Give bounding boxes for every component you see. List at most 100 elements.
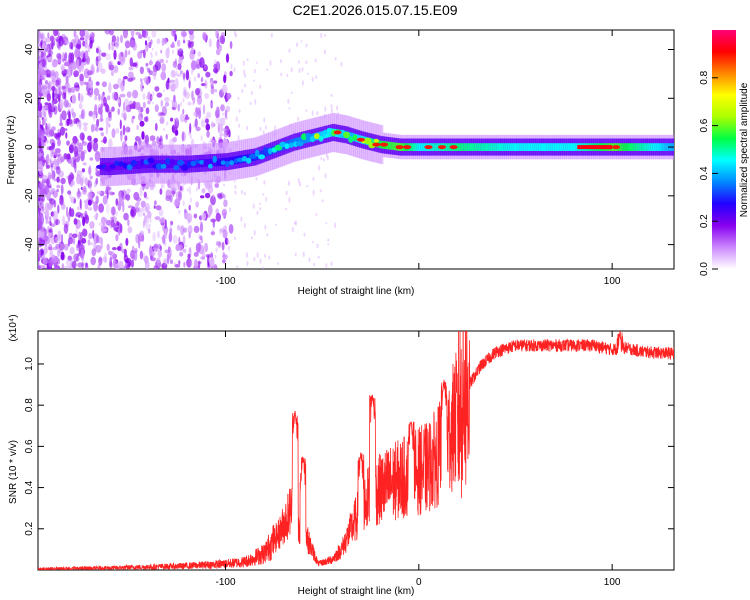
noise-blob [249,101,252,106]
noise-blob [141,30,146,38]
noise-blob [83,200,89,204]
noise-blob [143,116,148,122]
noise-blob [55,166,60,170]
noise-blob [108,111,112,118]
noise-blob [316,111,319,116]
ridge-blob [295,141,304,147]
noise-blob [151,69,157,77]
noise-blob [59,194,64,205]
noise-blob [55,243,61,249]
noise-blob [165,192,168,195]
noise-blob [87,79,94,89]
noise-blob [303,232,306,237]
ridge-core [569,143,573,151]
noise-blob [108,42,111,51]
noise-blob [151,251,156,256]
noise-blob [262,130,265,135]
noise-blob [223,194,226,199]
noise-blob [235,33,238,38]
noise-blob [254,98,257,105]
noise-blob [198,260,201,269]
noise-blob [38,212,40,218]
ridge-core [540,143,544,151]
noise-blob [288,196,291,203]
noise-blob [151,30,157,38]
noise-blob [45,154,50,165]
noise-blob [93,242,97,251]
noise-blob [161,105,167,117]
colorbar-gradient [712,30,736,269]
noise-blob [38,228,45,238]
noise-blob [184,248,187,254]
noise-blob [139,66,144,75]
noise-blob [122,124,126,136]
noise-blob [102,256,108,262]
noise-blob [215,30,219,39]
ridge-core [558,143,562,151]
noise-blob [38,198,44,202]
noise-blob [87,167,92,175]
noise-blob [92,110,96,116]
noise-blob [85,33,91,38]
ridge-core [550,143,554,151]
noise-blob [111,106,115,112]
noise-blob [287,98,290,104]
noise-blob [238,123,241,128]
noise-blob [189,185,191,196]
noise-blob [54,71,59,79]
noise-blob [58,199,65,206]
noise-blob [153,205,156,209]
noise-blob [187,253,191,259]
noise-blob [192,96,196,104]
noise-blob [216,39,220,50]
noise-blob [213,80,218,84]
noise-blob [121,112,125,118]
ridge-core [465,143,469,151]
ridge-core [523,143,527,151]
noise-blob [215,108,218,111]
noise-blob [265,197,268,202]
y-tick-label: 0.6 [24,439,35,453]
noise-blob [320,156,323,161]
noise-blob [224,131,227,136]
noise-blob [220,32,226,37]
ridge-core [484,143,488,151]
noise-blob [250,91,253,95]
noise-blob [58,90,63,96]
noise-blob [171,99,174,103]
noise-blob [243,222,246,228]
noise-blob [167,46,170,53]
ridge-hotspot [449,145,458,150]
noise-blob [137,136,142,141]
noise-blob [90,256,96,266]
ridge-core [565,143,569,151]
ridge-core [503,143,508,151]
ridge-hotspot [403,145,412,150]
noise-blob [175,67,178,70]
ridge-core [169,160,173,168]
noise-blob [301,67,304,72]
noise-blob [193,251,199,257]
ridge-core [262,150,266,158]
noise-blob [305,43,308,48]
noise-blob [262,193,265,196]
noise-blob [57,31,60,37]
noise-blob [142,85,145,89]
noise-blob [219,35,226,45]
noise-blob [38,65,44,76]
noise-blob [118,195,124,207]
noise-blob [55,218,58,226]
noise-blob [78,103,83,110]
noise-blob [325,263,328,268]
noise-blob [194,259,198,268]
noise-blob [81,110,84,119]
noise-blob [190,47,195,55]
noise-blob [211,121,214,129]
ridge-blob [249,153,257,159]
noise-blob [121,55,125,63]
noise-blob [46,153,50,162]
noise-blob [215,48,221,56]
spectrogram-axes: -100 100 -40 -20 0 20 40 [24,30,674,287]
noise-blob [108,250,113,256]
noise-blob [77,206,80,211]
